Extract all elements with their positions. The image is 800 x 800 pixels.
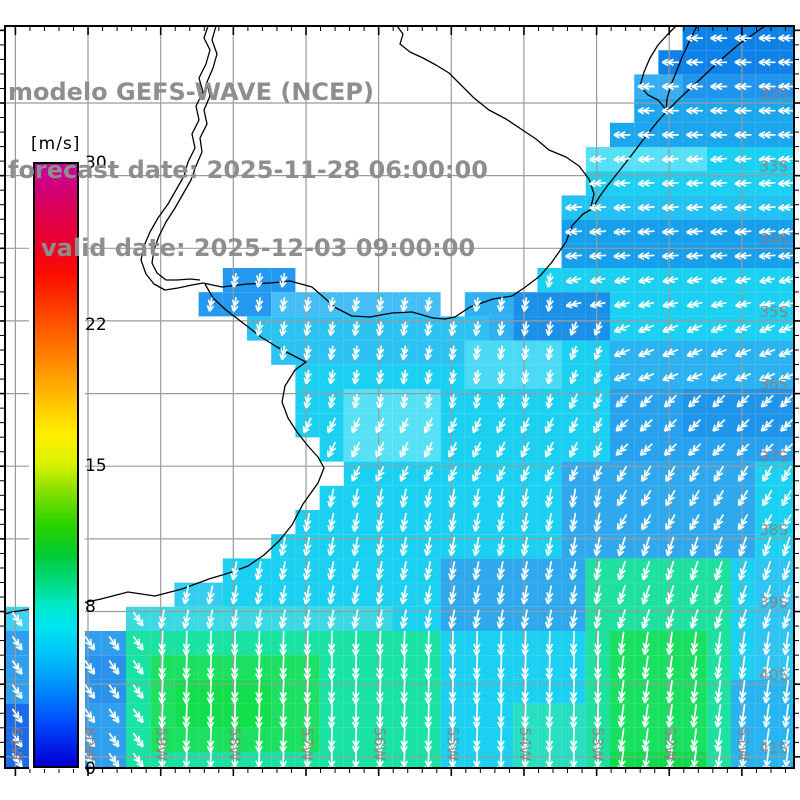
lon-label-56W: 56W: [371, 727, 389, 761]
colorbar-tick-22: 22: [85, 314, 107, 335]
lat-label-40S: 40S: [759, 666, 788, 684]
valid-date: valid date: 2025-12-03 09:00:00: [41, 234, 476, 262]
lon-label-51W: 51W: [734, 727, 752, 761]
lon-label-55W: 55W: [443, 727, 461, 761]
lon-label-52W: 52W: [661, 727, 679, 761]
lon-label-58W: 58W: [225, 727, 243, 761]
frame-ticks: [0, 26, 800, 776]
lat-label-41S: 41S: [759, 739, 788, 757]
colorbar-tick-8: 8: [85, 597, 96, 618]
lat-label-35S: 35S: [759, 303, 788, 321]
lat-label-36S: 36S: [759, 376, 788, 394]
map-frame: [4, 25, 795, 769]
colorbar-tick-30: 30: [85, 153, 107, 173]
lat-label-34S: 34S: [759, 230, 788, 248]
lon-label-53W: 53W: [589, 727, 607, 761]
lat-label-38S: 38S: [759, 521, 788, 539]
colorbar: [33, 162, 79, 768]
wind-arrows: [11, 34, 795, 773]
lat-label-33S: 33S: [759, 158, 788, 176]
title-block: modelo GEFS-WAVE (NCEP) forecast date: 2…: [8, 27, 488, 313]
lon-label-61W: 61W: [7, 727, 25, 761]
forecast-date: forecast date: 2025-11-28 06:00:00: [8, 156, 488, 184]
lon-label-54W: 54W: [516, 727, 534, 761]
lat-label-37S: 37S: [759, 448, 788, 466]
model-title: modelo GEFS-WAVE (NCEP): [8, 78, 374, 106]
colorbar-tick-0: 0: [85, 759, 96, 779]
lon-label-59W: 59W: [153, 727, 171, 761]
lat-label-32S: 32S: [759, 85, 788, 103]
colorbar-tick-15: 15: [85, 456, 107, 476]
lon-label-57W: 57W: [298, 727, 316, 761]
lat-label-39S: 39S: [759, 594, 788, 612]
colorbar-unit-label: [m/s]: [31, 134, 81, 154]
